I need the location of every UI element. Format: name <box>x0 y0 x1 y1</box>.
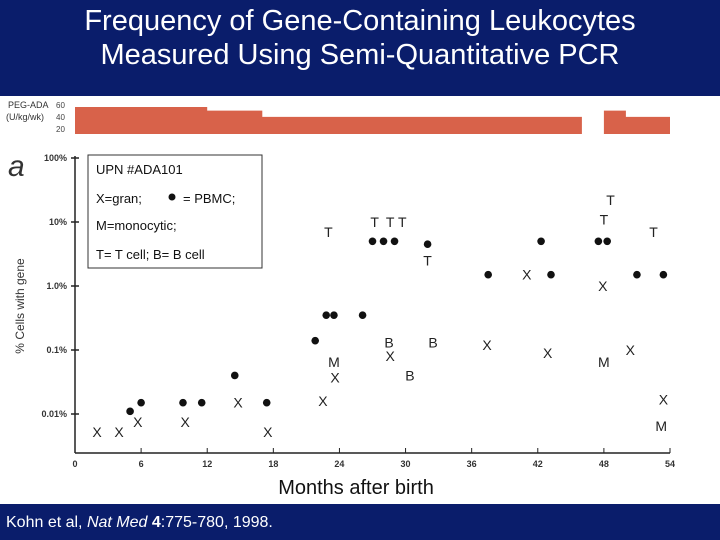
point-pbmc <box>659 270 668 279</box>
point-t-cell: T <box>606 192 615 208</box>
point-gran: X <box>598 278 608 294</box>
y-ticks: 0.01% 0.1% 1.0% 10% 100% <box>41 153 79 419</box>
point-pbmc <box>423 240 432 248</box>
legend-title: UPN #ADA101 <box>96 162 183 177</box>
x-axis-label: Months after birth <box>278 477 434 499</box>
point-pbmc <box>537 237 545 246</box>
title-line-2: Measured Using Semi-Quantitative PCR <box>100 39 620 71</box>
point-gran: X <box>626 342 636 358</box>
peg-ada-label: PEG-ADA <box>8 100 49 110</box>
point-gran: X <box>181 414 191 430</box>
point-pbmc <box>594 237 603 246</box>
peg-ada-strip: PEG-ADA (U/kg/wk) 60 40 20 <box>6 100 670 134</box>
y-axis-label: % Cells with gene <box>13 258 27 354</box>
legend: UPN #ADA101 X=gran; = PBMC; M=monocytic;… <box>87 154 263 269</box>
peg-ada-tick-20: 20 <box>56 125 65 134</box>
x-ticks: 0 6 12 18 24 30 36 42 48 54 <box>72 448 675 469</box>
point-b-cell: B <box>405 367 414 383</box>
point-pbmc <box>126 407 134 416</box>
point-pbmc <box>484 270 492 279</box>
point-pbmc <box>358 311 367 319</box>
peg-ada-tick-60: 60 <box>56 101 65 110</box>
citation-journal: Nat Med <box>86 514 148 531</box>
x-tick-label: 12 <box>202 459 212 469</box>
point-pbmc <box>633 270 641 279</box>
citation-rest: :775-780, 1998. <box>160 514 273 531</box>
panel-letter: a <box>8 150 25 183</box>
legend-box <box>87 154 263 269</box>
x-tick-label: 42 <box>533 459 543 469</box>
point-gran: X <box>318 393 328 409</box>
point-gran: X <box>522 267 532 283</box>
point-t-cell: T <box>600 211 609 227</box>
x-tick-label: 0 <box>72 459 77 469</box>
y-tick-label: 0.1% <box>46 345 67 355</box>
x-tick-label: 36 <box>467 459 477 469</box>
point-pbmc <box>330 311 338 319</box>
figure-panel: PEG-ADA (U/kg/wk) 60 40 20 a 0.01% 0.1% 1.… <box>0 96 720 504</box>
point-gran: X <box>385 348 395 364</box>
x-tick-label: 18 <box>268 459 278 469</box>
point-pbmc <box>137 398 145 407</box>
point-pbmc <box>311 336 320 345</box>
y-tick-label: 1.0% <box>46 281 67 291</box>
point-t-cell: T <box>324 224 333 240</box>
point-pbmc <box>322 311 331 319</box>
y-tick-label: 10% <box>49 217 67 227</box>
legend-gran: X=gran; <box>96 191 142 206</box>
axes <box>74 156 670 454</box>
peg-ada-unit: (U/kg/wk) <box>6 112 44 122</box>
figure-svg: PEG-ADA (U/kg/wk) 60 40 20 a 0.01%0.1%1.… <box>6 100 675 499</box>
x-tick-label: 6 <box>139 459 144 469</box>
point-pbmc <box>262 398 271 407</box>
peg-ada-tick-40: 40 <box>56 113 65 122</box>
point-pbmc <box>547 270 555 279</box>
peg-ada-area <box>75 107 670 134</box>
point-monocytic: M <box>328 354 340 370</box>
citation-prefix: Kohn et al, <box>6 514 87 531</box>
point-gran: X <box>330 370 340 386</box>
point-pbmc <box>390 237 399 246</box>
point-pbmc <box>603 237 611 246</box>
x-tick-label: 54 <box>665 459 675 469</box>
x-tick-label: 24 <box>334 459 344 469</box>
citation: Kohn et al, Nat Med 4:775-780, 1998. <box>6 514 273 532</box>
point-monocytic: M <box>598 354 610 370</box>
point-b-cell: B <box>428 335 437 351</box>
point-pbmc <box>197 398 206 407</box>
point-gran: X <box>482 337 492 353</box>
legend-cell-types: T= T cell; B= B cell <box>96 247 205 262</box>
point-gran: X <box>233 395 243 411</box>
point-pbmc <box>379 237 388 246</box>
point-gran: X <box>114 424 124 440</box>
point-t-cell: T <box>649 224 658 240</box>
legend-pbmc: = PBMC; <box>183 191 235 206</box>
point-t-cell: T <box>386 214 395 230</box>
title-line-1: Frequency of Gene-Containing Leukocytes <box>84 5 636 37</box>
point-gran: X <box>92 424 102 440</box>
point-gran: X <box>133 414 143 430</box>
legend-monocytic: M=monocytic; <box>96 218 177 233</box>
point-gran: X <box>659 391 669 407</box>
point-t-cell: T <box>398 214 407 230</box>
citation-volume: 4 <box>151 514 161 531</box>
point-pbmc <box>179 398 187 407</box>
point-b-cell: B <box>384 335 393 351</box>
y-tick-label: 100% <box>44 153 67 163</box>
legend-pbmc-dot <box>168 193 176 201</box>
point-gran: X <box>543 345 553 361</box>
x-tick-label: 30 <box>401 459 411 469</box>
point-pbmc <box>230 371 239 380</box>
x-tick-label: 48 <box>599 459 609 469</box>
point-t-cell: T <box>423 253 432 269</box>
slide-title: Frequency of Gene-Containing Leukocytes … <box>0 4 720 72</box>
point-monocytic: M <box>655 418 667 434</box>
y-tick-label: 0.01% <box>41 409 67 419</box>
point-t-cell: T <box>370 214 379 230</box>
point-pbmc <box>368 237 377 246</box>
point-gran: X <box>263 424 273 440</box>
